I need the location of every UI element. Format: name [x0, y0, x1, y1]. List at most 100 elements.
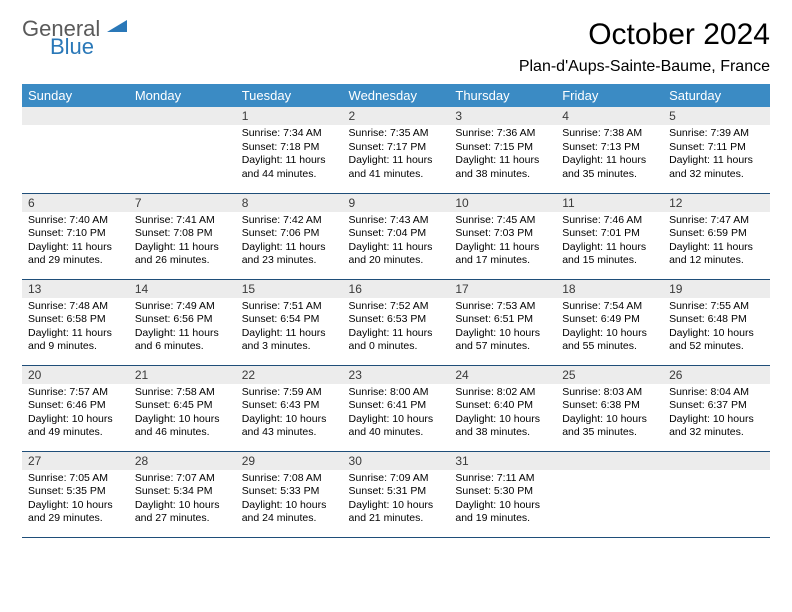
day-details: Sunrise: 7:59 AMSunset: 6:43 PMDaylight:…: [236, 384, 343, 445]
day-number: 22: [236, 366, 343, 384]
day-details: Sunrise: 7:41 AMSunset: 7:08 PMDaylight:…: [129, 212, 236, 273]
sunset-line: Sunset: 7:15 PM: [455, 141, 550, 155]
sunset-line: Sunset: 6:37 PM: [669, 399, 764, 413]
daylight-line: Daylight: 10 hours and 21 minutes.: [349, 499, 444, 526]
weekday-header: Monday: [129, 84, 236, 107]
sunset-line: Sunset: 6:49 PM: [562, 313, 657, 327]
sunset-line: Sunset: 5:30 PM: [455, 485, 550, 499]
day-details: Sunrise: 7:58 AMSunset: 6:45 PMDaylight:…: [129, 384, 236, 445]
calendar-day-cell: 22Sunrise: 7:59 AMSunset: 6:43 PMDayligh…: [236, 365, 343, 451]
title-block: October 2024 Plan-d'Aups-Sainte-Baume, F…: [519, 18, 770, 76]
daylight-line: Daylight: 11 hours and 20 minutes.: [349, 241, 444, 268]
day-number: 9: [343, 194, 450, 212]
sunrise-line: Sunrise: 7:39 AM: [669, 127, 764, 141]
sunset-line: Sunset: 7:03 PM: [455, 227, 550, 241]
calendar-day-cell: 25Sunrise: 8:03 AMSunset: 6:38 PMDayligh…: [556, 365, 663, 451]
day-number: 23: [343, 366, 450, 384]
sunset-line: Sunset: 6:43 PM: [242, 399, 337, 413]
weekday-header: Thursday: [449, 84, 556, 107]
sunrise-line: Sunrise: 7:08 AM: [242, 472, 337, 486]
calendar-header-row: SundayMondayTuesdayWednesdayThursdayFrid…: [22, 84, 770, 107]
daylight-line: Daylight: 11 hours and 44 minutes.: [242, 154, 337, 181]
sunrise-line: Sunrise: 7:11 AM: [455, 472, 550, 486]
calendar-body: 1Sunrise: 7:34 AMSunset: 7:18 PMDaylight…: [22, 107, 770, 537]
sunset-line: Sunset: 5:35 PM: [28, 485, 123, 499]
calendar-day-cell: 26Sunrise: 8:04 AMSunset: 6:37 PMDayligh…: [663, 365, 770, 451]
calendar-day-cell: 12Sunrise: 7:47 AMSunset: 6:59 PMDayligh…: [663, 193, 770, 279]
day-number: 8: [236, 194, 343, 212]
daylight-line: Daylight: 11 hours and 0 minutes.: [349, 327, 444, 354]
sunset-line: Sunset: 6:59 PM: [669, 227, 764, 241]
sunrise-line: Sunrise: 7:53 AM: [455, 300, 550, 314]
month-title: October 2024: [519, 18, 770, 52]
day-number: [22, 107, 129, 125]
daylight-line: Daylight: 10 hours and 38 minutes.: [455, 413, 550, 440]
day-number: 3: [449, 107, 556, 125]
day-details: Sunrise: 7:53 AMSunset: 6:51 PMDaylight:…: [449, 298, 556, 359]
daylight-line: Daylight: 10 hours and 40 minutes.: [349, 413, 444, 440]
sunset-line: Sunset: 6:48 PM: [669, 313, 764, 327]
day-number: 12: [663, 194, 770, 212]
day-details: [663, 470, 770, 530]
calendar-day-cell: [129, 107, 236, 193]
sunset-line: Sunset: 6:53 PM: [349, 313, 444, 327]
sunrise-line: Sunrise: 7:36 AM: [455, 127, 550, 141]
calendar-day-cell: 30Sunrise: 7:09 AMSunset: 5:31 PMDayligh…: [343, 451, 450, 537]
day-number: [556, 452, 663, 470]
day-number: 16: [343, 280, 450, 298]
sunrise-line: Sunrise: 7:54 AM: [562, 300, 657, 314]
day-number: 31: [449, 452, 556, 470]
calendar-day-cell: 24Sunrise: 8:02 AMSunset: 6:40 PMDayligh…: [449, 365, 556, 451]
daylight-line: Daylight: 10 hours and 27 minutes.: [135, 499, 230, 526]
sunset-line: Sunset: 7:08 PM: [135, 227, 230, 241]
sunset-line: Sunset: 7:06 PM: [242, 227, 337, 241]
day-details: [129, 125, 236, 185]
day-details: [22, 125, 129, 185]
sunset-line: Sunset: 6:40 PM: [455, 399, 550, 413]
day-number: 24: [449, 366, 556, 384]
header: General Blue October 2024 Plan-d'Aups-Sa…: [22, 18, 770, 76]
calendar-day-cell: 5Sunrise: 7:39 AMSunset: 7:11 PMDaylight…: [663, 107, 770, 193]
daylight-line: Daylight: 10 hours and 57 minutes.: [455, 327, 550, 354]
sunrise-line: Sunrise: 8:02 AM: [455, 386, 550, 400]
weekday-header: Sunday: [22, 84, 129, 107]
daylight-line: Daylight: 10 hours and 29 minutes.: [28, 499, 123, 526]
daylight-line: Daylight: 10 hours and 32 minutes.: [669, 413, 764, 440]
sunrise-line: Sunrise: 7:34 AM: [242, 127, 337, 141]
sunset-line: Sunset: 5:34 PM: [135, 485, 230, 499]
day-number: 17: [449, 280, 556, 298]
daylight-line: Daylight: 10 hours and 49 minutes.: [28, 413, 123, 440]
calendar-table: SundayMondayTuesdayWednesdayThursdayFrid…: [22, 84, 770, 538]
sunset-line: Sunset: 7:13 PM: [562, 141, 657, 155]
sunrise-line: Sunrise: 7:45 AM: [455, 214, 550, 228]
sunrise-line: Sunrise: 7:07 AM: [135, 472, 230, 486]
day-details: Sunrise: 7:48 AMSunset: 6:58 PMDaylight:…: [22, 298, 129, 359]
day-details: [556, 470, 663, 530]
sunset-line: Sunset: 7:17 PM: [349, 141, 444, 155]
day-details: Sunrise: 8:02 AMSunset: 6:40 PMDaylight:…: [449, 384, 556, 445]
daylight-line: Daylight: 11 hours and 41 minutes.: [349, 154, 444, 181]
calendar-day-cell: 19Sunrise: 7:55 AMSunset: 6:48 PMDayligh…: [663, 279, 770, 365]
sunset-line: Sunset: 6:56 PM: [135, 313, 230, 327]
calendar-day-cell: 27Sunrise: 7:05 AMSunset: 5:35 PMDayligh…: [22, 451, 129, 537]
sunrise-line: Sunrise: 7:57 AM: [28, 386, 123, 400]
sunset-line: Sunset: 6:38 PM: [562, 399, 657, 413]
calendar-week-row: 20Sunrise: 7:57 AMSunset: 6:46 PMDayligh…: [22, 365, 770, 451]
day-details: Sunrise: 7:09 AMSunset: 5:31 PMDaylight:…: [343, 470, 450, 531]
day-details: Sunrise: 7:35 AMSunset: 7:17 PMDaylight:…: [343, 125, 450, 186]
sunrise-line: Sunrise: 7:40 AM: [28, 214, 123, 228]
day-details: Sunrise: 7:34 AMSunset: 7:18 PMDaylight:…: [236, 125, 343, 186]
day-number: 13: [22, 280, 129, 298]
sunrise-line: Sunrise: 7:09 AM: [349, 472, 444, 486]
calendar-day-cell: 18Sunrise: 7:54 AMSunset: 6:49 PMDayligh…: [556, 279, 663, 365]
day-number: 28: [129, 452, 236, 470]
day-details: Sunrise: 7:36 AMSunset: 7:15 PMDaylight:…: [449, 125, 556, 186]
daylight-line: Daylight: 11 hours and 32 minutes.: [669, 154, 764, 181]
day-number: 30: [343, 452, 450, 470]
calendar-day-cell: [22, 107, 129, 193]
sunrise-line: Sunrise: 7:48 AM: [28, 300, 123, 314]
calendar-day-cell: 1Sunrise: 7:34 AMSunset: 7:18 PMDaylight…: [236, 107, 343, 193]
calendar-week-row: 27Sunrise: 7:05 AMSunset: 5:35 PMDayligh…: [22, 451, 770, 537]
calendar-day-cell: 9Sunrise: 7:43 AMSunset: 7:04 PMDaylight…: [343, 193, 450, 279]
weekday-header: Friday: [556, 84, 663, 107]
